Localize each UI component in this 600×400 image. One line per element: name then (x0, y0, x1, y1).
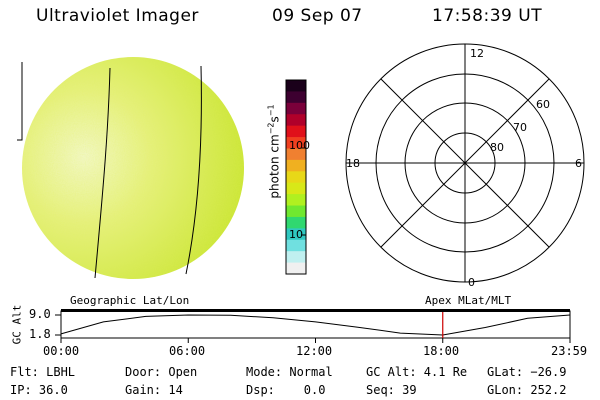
info-seq: Seq: 39 (366, 383, 417, 397)
colorbar-segment (286, 216, 306, 229)
colorbar-segment (286, 262, 306, 275)
polar-ring-70: 70 (513, 121, 527, 134)
meridian-line-right (185, 65, 202, 275)
colorbar-segment (286, 137, 306, 150)
earth-disk-image (22, 57, 244, 279)
info-door: Door: Open (125, 365, 198, 379)
colorbar-segment (286, 205, 306, 218)
info-glat: GLat: −26.9 (487, 365, 567, 379)
unit-text: photon cm (267, 134, 282, 199)
colorbar-segment (286, 251, 306, 264)
colorbar-segment (286, 125, 306, 138)
colorbar-frame (285, 79, 307, 275)
colorbar-segment (286, 182, 306, 195)
polar-label-12: 12 (470, 47, 484, 60)
colorbar-segment (286, 102, 306, 115)
colorbar-tick-100: 100 (289, 139, 310, 152)
colorbar-segment (286, 159, 306, 172)
app-title: Ultraviolet Imager (36, 6, 199, 26)
alt-ytick-bottom: 1.8 (29, 327, 51, 341)
polar-label-6: 6 (575, 157, 582, 170)
alt-chart-frame (60, 310, 571, 339)
colorbar-unit-label: photon cm−2s−1 (267, 92, 282, 212)
colorbar-segment (286, 114, 306, 127)
unit-mid: s (267, 116, 282, 123)
colorbar-segment (286, 171, 306, 184)
info-ip: IP: 36.0 (10, 383, 68, 397)
alt-xtick-1: 06:00 (169, 344, 206, 358)
colorbar-segment (286, 239, 306, 252)
alt-xtick-3: 18:00 (423, 344, 460, 358)
limb-mark-left (17, 62, 23, 141)
unit-exp-2: −1 (266, 104, 276, 117)
colorbar-segment (286, 91, 306, 104)
footprint-right-label: Apex MLat/MLT (425, 294, 512, 307)
colorbar-tick-10: 10 (289, 228, 303, 241)
colorbar-segment (286, 228, 306, 241)
colorbar-segment (286, 148, 306, 161)
header-time: 17:58:39 UT (432, 6, 543, 26)
alt-x-ticks (60, 338, 571, 343)
polar-ring-60: 60 (536, 98, 550, 111)
alt-xtick-0: 00:00 (43, 344, 80, 358)
alt-xtick-4: 23:59 (551, 344, 588, 358)
polar-ring-80: 80 (490, 141, 504, 154)
colorbar-segment (286, 80, 306, 93)
info-glon: GLon: 252.2 (487, 383, 567, 397)
meridian-line-left (94, 67, 111, 279)
alt-ytick-top: 9.0 (29, 307, 51, 321)
polar-plot (345, 43, 585, 283)
colorbar-segment (286, 194, 306, 207)
alt-xtick-2: 12:00 (296, 344, 333, 358)
info-gc-alt: GC Alt: 4.1 Re (366, 365, 468, 379)
unit-exp-1: −2 (266, 122, 276, 135)
alt-series-line (60, 314, 571, 336)
polar-label-0: 0 (468, 276, 475, 289)
info-gain: Gain: 14 (125, 383, 183, 397)
color-scale-bar (285, 79, 307, 275)
footprint-left-label: Geographic Lat/Lon (70, 294, 190, 307)
info-filter: Flt: LBHL (10, 365, 76, 379)
header-date: 09 Sep 07 (272, 6, 363, 26)
polar-label-18: 18 (346, 157, 360, 170)
info-mode: Mode: Normal (246, 365, 333, 379)
alt-ylabel: GC Alt (10, 304, 24, 345)
info-dsp: Dsp: 0.0 (246, 383, 326, 397)
